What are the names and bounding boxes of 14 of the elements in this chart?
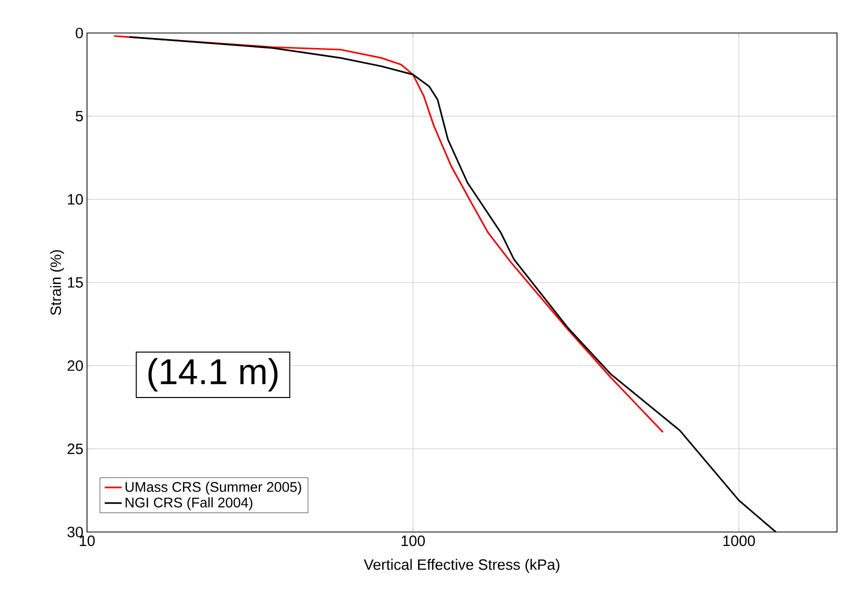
- y-tick-label: 30: [67, 526, 83, 538]
- annotation: (14.1 m): [148, 358, 278, 392]
- legend-label: UMass CRS (Summer 2005): [126, 482, 302, 495]
- y-tick-label: 0: [76, 28, 83, 38]
- y-tick-label: 20: [68, 360, 83, 371]
- x-tick-label: 100: [402, 536, 425, 546]
- x-tick-label: 1000: [723, 536, 755, 546]
- y-axis-title: Strain (%): [50, 250, 64, 316]
- legend-label: NGI CRS (Fall 2004): [126, 497, 252, 510]
- y-tick-label: 5: [76, 110, 83, 122]
- y-tick-label: 15: [68, 277, 83, 288]
- x-axis-title: Vertical Effective Stress (kPa): [364, 558, 560, 573]
- y-tick-label: 10: [68, 194, 83, 205]
- y-tick-label: 25: [68, 444, 83, 454]
